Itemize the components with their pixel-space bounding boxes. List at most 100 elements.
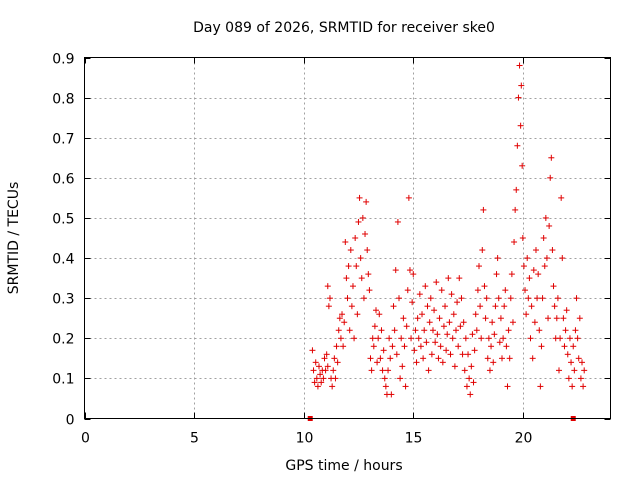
- data-point: [513, 186, 520, 193]
- y-tick-label: 0.8: [52, 92, 74, 108]
- data-point: [355, 218, 362, 225]
- data-point: [468, 363, 475, 370]
- data-point: [562, 327, 569, 334]
- data-point: [517, 122, 524, 129]
- data-point: [391, 327, 398, 334]
- data-point: [581, 367, 588, 374]
- data-point: [501, 303, 508, 310]
- data-point: [413, 359, 420, 366]
- data-point: [353, 263, 360, 270]
- data-point: [392, 267, 399, 274]
- data-point: [419, 311, 426, 318]
- y-tick-label: 0.4: [52, 252, 74, 268]
- data-point: [479, 247, 486, 254]
- data-point: [570, 343, 577, 350]
- data-point: [478, 335, 485, 342]
- data-point: [525, 295, 532, 302]
- data-point: [354, 311, 361, 318]
- data-point: [572, 327, 579, 334]
- data-point: [564, 351, 571, 358]
- data-point: [526, 275, 533, 282]
- data-point: [477, 303, 484, 310]
- data-point: [352, 235, 359, 241]
- data-point: [362, 230, 369, 237]
- data-point: [358, 275, 365, 282]
- data-point: [341, 319, 348, 326]
- data-point: [364, 247, 371, 254]
- data-point: [420, 355, 427, 362]
- data-point: [529, 355, 536, 362]
- data-point: [427, 295, 434, 302]
- data-point: [507, 295, 514, 302]
- data-point: [411, 347, 418, 354]
- data-point: [438, 287, 445, 294]
- data-point: [574, 335, 581, 342]
- data-point: [431, 307, 438, 314]
- data-point: [482, 315, 489, 322]
- data-point: [369, 335, 376, 342]
- data-point: [459, 351, 466, 358]
- data-point: [399, 363, 406, 370]
- data-point: [344, 295, 351, 302]
- data-point: [480, 206, 487, 213]
- x-tick-label: 0: [81, 431, 90, 447]
- data-point: [494, 255, 501, 262]
- data-point: [469, 331, 476, 338]
- data-point: [454, 299, 461, 306]
- data-point: [455, 343, 462, 350]
- data-point: [508, 271, 515, 278]
- data-point: [558, 194, 565, 201]
- data-point: [447, 351, 454, 358]
- grid-lines: [84, 57, 611, 419]
- data-point: [546, 222, 553, 229]
- data-point: [348, 303, 355, 310]
- data-point: [329, 383, 336, 390]
- data-point: [506, 355, 513, 362]
- data-point: [371, 323, 378, 330]
- data-point: [550, 283, 557, 290]
- data-point: [500, 335, 507, 342]
- data-point: [347, 247, 354, 254]
- data-point: [559, 255, 566, 262]
- data-point: [499, 355, 506, 362]
- data-point: [561, 343, 568, 350]
- data-point: [557, 335, 564, 342]
- data-point: [457, 323, 464, 330]
- data-point: [481, 283, 488, 290]
- data-point: [406, 267, 413, 274]
- data-point: [511, 239, 518, 246]
- data-point: [467, 391, 474, 398]
- data-point: [356, 194, 363, 201]
- data-point: [423, 339, 430, 346]
- data-point: [309, 347, 316, 354]
- data-point: [376, 311, 383, 318]
- data-point: [539, 295, 546, 302]
- data-point: [514, 142, 521, 149]
- data-point: [349, 283, 356, 290]
- data-point: [516, 62, 523, 69]
- data-point: [375, 335, 382, 342]
- data-point: [571, 367, 578, 374]
- data-point: [389, 343, 396, 350]
- data-point: [537, 383, 544, 390]
- data-point: [331, 355, 338, 362]
- data-point: [443, 347, 450, 354]
- data-point: [323, 351, 330, 358]
- data-point: [398, 335, 405, 342]
- data-point: [450, 311, 457, 318]
- data-point: [416, 291, 423, 298]
- data-point: [442, 303, 449, 310]
- data-point: [515, 94, 522, 101]
- data-point: [330, 367, 337, 374]
- data-point: [460, 319, 467, 326]
- data-point: [488, 343, 495, 350]
- data-point: [484, 355, 491, 362]
- data-point: [433, 279, 440, 286]
- y-tick-label: 0.9: [52, 52, 74, 68]
- data-point: [551, 303, 558, 310]
- data-point: [437, 343, 444, 350]
- data-point: [360, 295, 367, 302]
- data-point: [545, 315, 552, 322]
- data-point: [452, 327, 459, 334]
- data-point: [531, 319, 538, 326]
